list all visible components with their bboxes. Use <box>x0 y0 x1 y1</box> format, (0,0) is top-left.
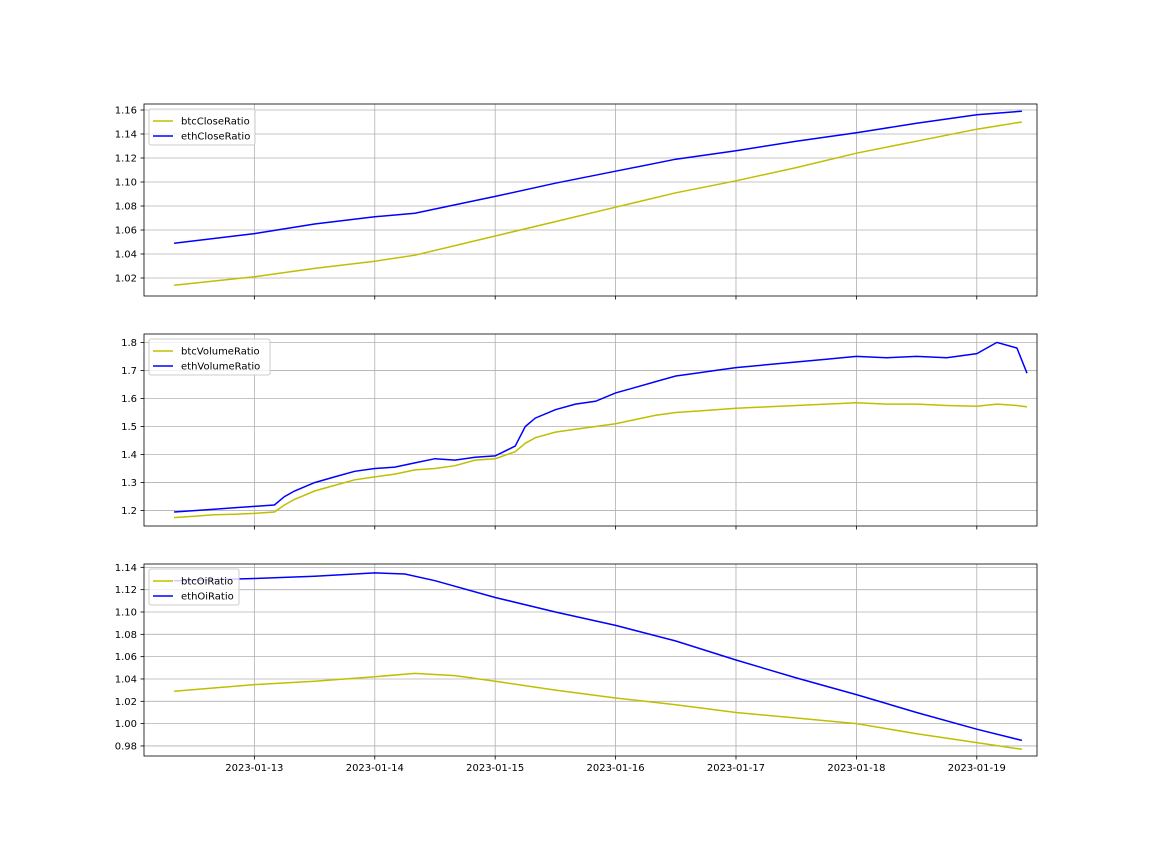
x-tick-label: 2023-01-17 <box>707 763 765 774</box>
axes-frame <box>143 563 1038 757</box>
series-line-ethVolumeRatio <box>174 341 1028 513</box>
y-tick-label: 1.04 <box>115 250 137 261</box>
x-tick-label: 2023-01-15 <box>466 763 524 774</box>
legend-label: ethVolumeRatio <box>181 362 260 373</box>
x-tick-label: 2023-01-18 <box>827 763 885 774</box>
y-tick-label: 1.08 <box>115 630 137 641</box>
y-tick-label: 1.02 <box>115 274 137 285</box>
legend <box>148 338 271 376</box>
y-tick-label: 1.2 <box>121 506 137 517</box>
legend-label: btcVolumeRatio <box>181 347 260 358</box>
y-tick-label: 1.12 <box>115 154 137 165</box>
axes-frame <box>143 333 1038 527</box>
x-tick-label: 2023-01-14 <box>346 763 404 774</box>
series-line-ethOiRatio <box>174 572 1023 742</box>
y-tick-label: 1.4 <box>121 450 137 461</box>
panel-3: 0.98 1.00 1.02 1.04 1.06 1.08 1.10 1.12 1.14 2023… <box>115 563 1038 774</box>
panel-1: 1.02 1.04 1.06 1.08 1.10 1.12 1.14 1.16 btcClose… <box>115 103 1038 300</box>
y-tick-label: 1.8 <box>121 338 137 349</box>
x-tick-label: 2023-01-19 <box>948 763 1006 774</box>
legend-label: btcOiRatio <box>181 577 233 588</box>
series-line-btcVolumeRatio <box>174 401 1028 519</box>
y-tick-label: 1.16 <box>115 106 137 117</box>
y-tick-label: 1.14 <box>115 563 137 574</box>
y-tick-label: 1.5 <box>121 422 137 433</box>
series-line-btcOiRatio <box>174 672 1023 751</box>
y-tick-label: 1.10 <box>115 608 137 619</box>
y-tick-label: 0.98 <box>115 741 137 752</box>
y-tick-label: 1.12 <box>115 585 137 596</box>
series-line-btcCloseRatio <box>174 121 1023 286</box>
y-tick-label: 1.6 <box>121 394 137 405</box>
y-tick-label: 1.06 <box>115 652 137 663</box>
legend-label: ethOiRatio <box>181 592 234 603</box>
x-tick-label: 2023-01-16 <box>587 763 645 774</box>
legend <box>148 108 256 146</box>
x-tick-label: 2023-01-13 <box>225 763 283 774</box>
y-tick-label: 1.3 <box>121 478 137 489</box>
y-tick-label: 1.14 <box>115 130 137 141</box>
y-tick-label: 1.7 <box>121 366 137 377</box>
panel-2: 1.2 1.3 1.4 1.5 1.6 1.7 1.8 btcVolumeRatio ethVo… <box>121 333 1038 530</box>
y-tick-label: 1.06 <box>115 226 137 237</box>
y-tick-label: 1.02 <box>115 697 137 708</box>
y-tick-label: 1.08 <box>115 202 137 213</box>
legend-label: ethCloseRatio <box>181 132 250 143</box>
y-tick-label: 1.00 <box>115 719 137 730</box>
series-line-ethCloseRatio <box>174 110 1022 244</box>
y-tick-label: 1.04 <box>115 674 137 685</box>
y-tick-label: 1.10 <box>115 178 137 189</box>
legend-label: btcCloseRatio <box>181 117 250 128</box>
axes-frame <box>143 103 1038 297</box>
